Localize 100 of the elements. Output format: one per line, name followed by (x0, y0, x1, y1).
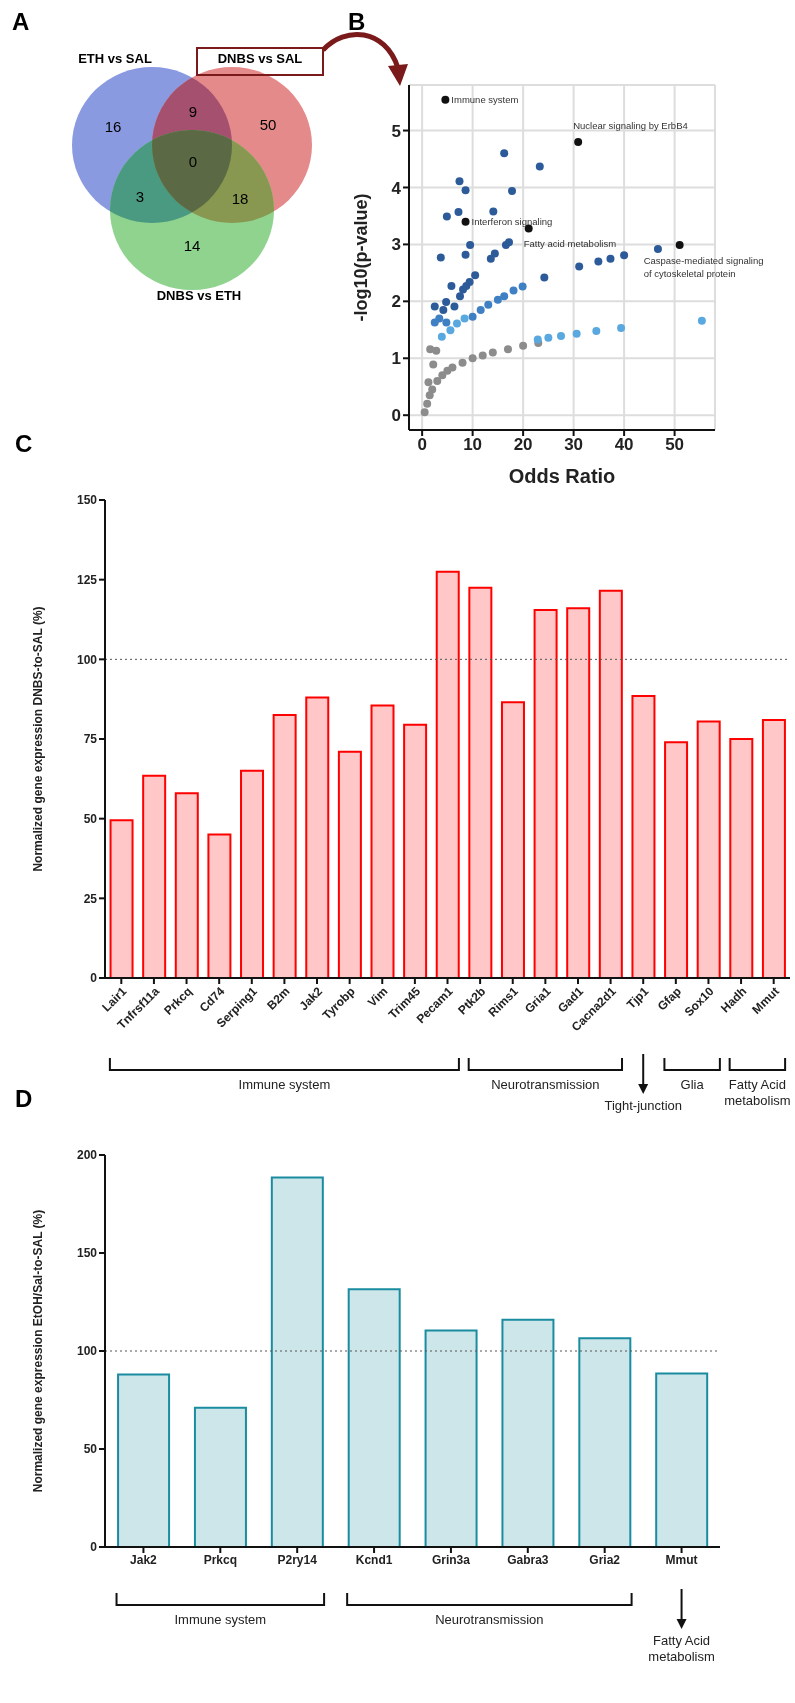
point (484, 300, 493, 309)
point (456, 292, 464, 301)
point (450, 302, 459, 311)
x-tick-label: Gabra3 (507, 1552, 549, 1567)
bar (468, 586, 493, 978)
annotation: Nuclear signaling by ErbB4 (573, 119, 688, 131)
y-axis-title: Normalized gene expression EtOH/Sal-to-SAL (%) (31, 1209, 46, 1493)
point (461, 186, 470, 195)
y-tick-label: 1 (391, 349, 401, 369)
bar (501, 1318, 555, 1547)
point (471, 271, 480, 280)
y-tick-label: 125 (76, 572, 98, 587)
text: A (12, 8, 30, 36)
annotation: Fatty acid metabolism (523, 237, 617, 249)
point (575, 262, 584, 271)
point (423, 399, 432, 408)
point (447, 281, 456, 290)
chart-title: B (348, 8, 366, 36)
point (443, 366, 452, 375)
point (454, 207, 463, 216)
data-label: 16 (104, 117, 122, 135)
y-tick-label: 50 (83, 1442, 98, 1457)
point (446, 326, 455, 335)
point (675, 240, 684, 249)
bar (500, 701, 525, 978)
x-tick-label: Jak2 (130, 1552, 158, 1567)
y-tick-label: 0 (391, 406, 401, 426)
point (430, 302, 439, 311)
point (420, 408, 429, 417)
bar (270, 1176, 324, 1547)
x-tick-label: 20 (513, 435, 533, 455)
point (486, 254, 495, 263)
bar (566, 607, 591, 978)
y-tick-label: 100 (76, 652, 98, 667)
point (461, 250, 470, 259)
point (466, 240, 475, 249)
point (452, 319, 461, 328)
point (488, 348, 497, 357)
x-tick-label: 10 (463, 435, 483, 455)
text: Fatty Acid metabolism (647, 1633, 716, 1665)
x-tick-label: Tjp1 (624, 984, 652, 1012)
point (500, 149, 509, 158)
text: DNBS vs ETH (156, 288, 242, 303)
point (508, 186, 517, 195)
y-tick-label: 3 (391, 235, 401, 255)
bar (337, 750, 362, 978)
point (653, 244, 662, 253)
data-label: 50 (259, 115, 277, 133)
point (500, 292, 509, 301)
annotation: Immune system (451, 93, 519, 105)
data-label: 3 (135, 187, 145, 205)
point (509, 286, 518, 295)
y-axis-title: Normalized gene expression DNBS-to-SAL (%) (31, 606, 46, 872)
bar (370, 704, 395, 978)
bar (207, 833, 232, 978)
point (455, 177, 464, 186)
bar (655, 1372, 709, 1547)
point (476, 305, 485, 314)
data-label: 18 (231, 189, 249, 207)
y-tick-label: 25 (83, 891, 98, 906)
point (458, 358, 467, 367)
annotation: Interferon signaling (471, 215, 553, 227)
bar (347, 1288, 401, 1547)
chart-title: C (15, 430, 33, 458)
text: ETH vs SAL (78, 51, 152, 66)
bar (631, 694, 656, 978)
data-label: 0 (188, 152, 198, 170)
point (535, 162, 544, 171)
point (489, 207, 498, 216)
y-tick-label: 200 (76, 1148, 98, 1163)
point (437, 332, 446, 341)
bar (305, 696, 330, 978)
x-tick-label: 40 (614, 435, 634, 455)
point (518, 282, 527, 291)
point (544, 333, 553, 342)
y-tick-label: 75 (83, 732, 98, 747)
bar (142, 774, 167, 978)
x-tick-label: 50 (665, 435, 685, 455)
point (461, 217, 470, 226)
y-tick-label: 0 (90, 1540, 98, 1555)
text: Neurotransmission (434, 1612, 545, 1628)
text: Fatty Acid metabolism (723, 1077, 792, 1109)
point (574, 137, 583, 146)
point (606, 254, 615, 263)
y-tick-label: 2 (391, 292, 401, 312)
x-tick-label: Gria2 (589, 1552, 621, 1567)
y-tick-label: 5 (391, 121, 401, 141)
point (428, 385, 437, 394)
bar (272, 714, 297, 978)
y-tick-label: 4 (391, 178, 402, 198)
chart-title: D (15, 1085, 33, 1113)
x-tick-label: 0 (417, 435, 427, 455)
y-axis-title: -log10(p-value) (351, 193, 372, 322)
point (478, 351, 487, 360)
point (519, 341, 528, 350)
point (436, 253, 445, 262)
point (468, 354, 477, 363)
bar (435, 570, 460, 978)
y-tick-label: 50 (83, 811, 98, 826)
point (556, 332, 565, 341)
